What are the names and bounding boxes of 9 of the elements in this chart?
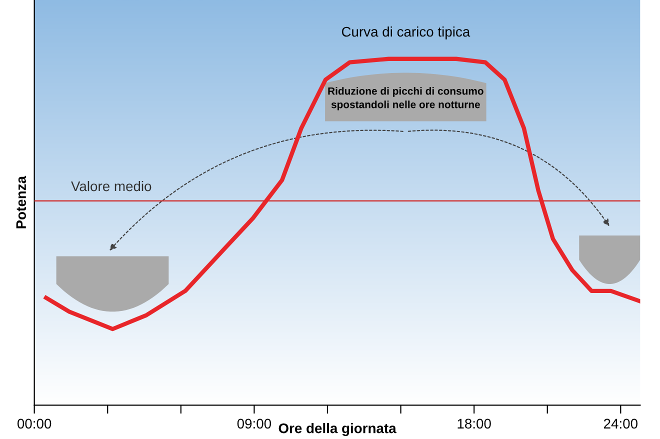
annotation: Riduzione di picchi di consumo spostandoli nelle ore notturne — [328, 87, 484, 110]
y-axis-title: Potenza — [16, 176, 26, 228]
x-tick-label: 24:00 — [604, 418, 638, 429]
x-tick-label: 00:00 — [17, 418, 52, 429]
annotation: Curva di carico tipica — [342, 26, 470, 40]
ref-line-label: Valore medio — [71, 180, 152, 192]
x-axis-title: Ore della giornata — [278, 423, 396, 436]
x-tick-label: 09:00 — [237, 418, 272, 429]
x-tick-label: 18:00 — [458, 418, 491, 429]
